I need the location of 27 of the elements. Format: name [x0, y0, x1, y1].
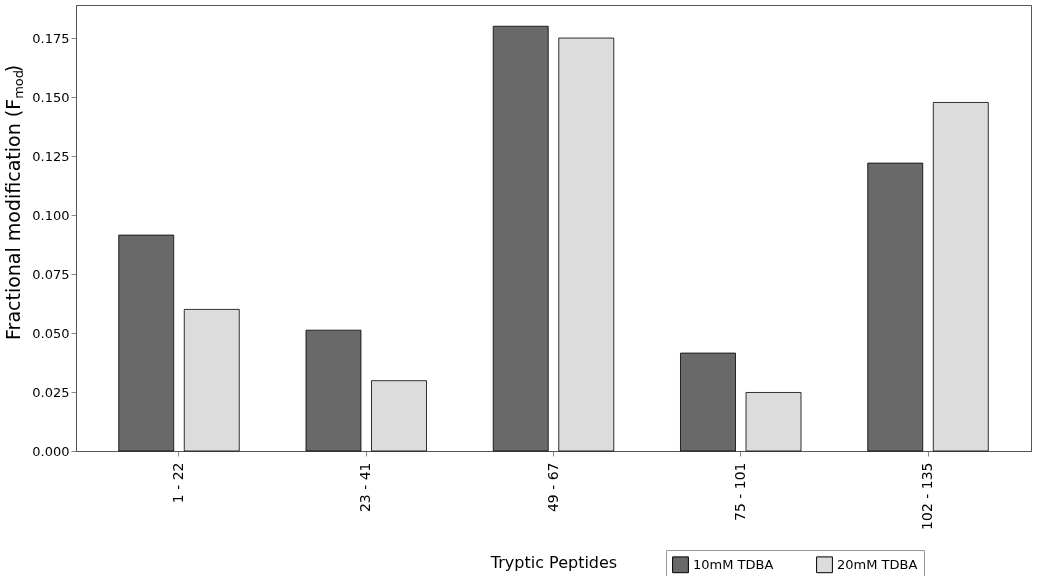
x-tick-label: 75 - 101: [731, 462, 748, 521]
y-tick-label: 0.100: [32, 207, 70, 223]
x-tick-label: 49 - 67: [544, 462, 561, 513]
x-axis-title: Tryptic Peptides: [489, 552, 618, 572]
y-tick-label: 0.075: [32, 266, 70, 282]
bar: [371, 380, 427, 452]
bar: [118, 234, 175, 452]
legend-label: 10mM TDBA: [693, 556, 774, 572]
y-tick-label: 0.050: [32, 325, 70, 341]
bar: [183, 309, 240, 452]
bar: [305, 329, 362, 452]
bar: [558, 37, 615, 452]
bar: [745, 392, 802, 452]
x-tick-label: 102 - 135: [919, 462, 936, 530]
bar: [680, 352, 736, 452]
y-tick-label: 0.175: [32, 30, 70, 46]
bar: [932, 102, 989, 452]
y-tick-label: 0.025: [32, 384, 70, 400]
y-axis-title: Fractional modification (Fmod): [2, 64, 26, 340]
x-tick-label: 1 - 22: [169, 462, 186, 504]
y-tick-label: 0.125: [32, 148, 70, 164]
y-tick-label: 0.150: [32, 89, 70, 105]
bar: [867, 162, 924, 452]
y-tick-label: 0.000: [32, 443, 70, 459]
x-tick-label: 23 - 41: [357, 462, 374, 513]
legend-label: 20mM TDBA: [837, 556, 918, 572]
bar: [492, 25, 549, 452]
